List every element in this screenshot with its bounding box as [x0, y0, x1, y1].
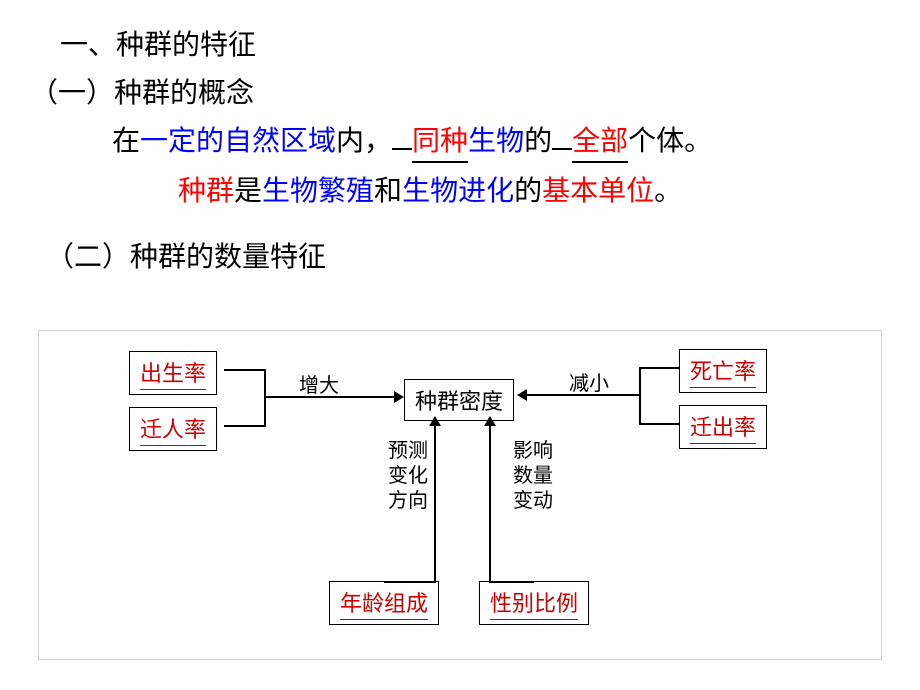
- fill-1: 同种: [412, 122, 468, 163]
- node-birth-rate: 出生率: [129, 351, 217, 395]
- arrow-r: [517, 389, 527, 401]
- line-l-v: [264, 369, 266, 427]
- node-emigration-rate-label: 迁出率: [690, 410, 756, 444]
- l2-p8: 。: [654, 176, 682, 207]
- subheading-1: （一）种群的概念: [30, 74, 254, 113]
- blank-2-left: [552, 148, 572, 150]
- line-rt-h: [639, 367, 679, 369]
- line-r-v: [639, 367, 641, 425]
- def-p4: 生物: [468, 126, 524, 157]
- node-death-rate: 死亡率: [679, 349, 767, 393]
- subheading-2-text: （二）种群的数量特征: [46, 242, 326, 273]
- arrow-l: [394, 391, 404, 403]
- node-sex-ratio: 性别比例: [479, 581, 589, 625]
- node-death-rate-label: 死亡率: [690, 354, 756, 388]
- node-center: 种群密度: [404, 379, 514, 421]
- l2-p3: 生物繁殖: [262, 176, 374, 207]
- line-bl-v: [434, 426, 436, 581]
- l2-p7: 基本单位: [542, 176, 654, 207]
- def-p2: 一定的自然区域: [140, 126, 336, 157]
- edge-affect: 影响数量变动: [509, 439, 557, 514]
- def-p1: 在: [112, 126, 140, 157]
- subheading-2: （二）种群的数量特征: [46, 238, 326, 277]
- node-sex-ratio-label: 性别比例: [490, 586, 578, 620]
- heading-1: 一、种群的特征: [60, 26, 256, 65]
- node-immigration-rate: 迁人率: [129, 407, 217, 451]
- node-center-label: 种群密度: [415, 389, 503, 414]
- node-immigration-rate-label: 迁人率: [140, 412, 206, 446]
- arrow-br: [484, 416, 496, 426]
- l2-p1: 种群: [178, 176, 234, 207]
- line-br-h: [489, 581, 534, 583]
- diagram: 种群密度 出生率 迁人率 死亡率 迁出率 年龄组成 性别比例 增大 减小 预测变…: [38, 330, 882, 660]
- def-p5: 的: [524, 126, 552, 157]
- heading-1-text: 一、种群的特征: [60, 30, 256, 61]
- node-emigration-rate: 迁出率: [679, 405, 767, 449]
- line-lt-h: [224, 369, 264, 371]
- line-lb-h: [224, 425, 264, 427]
- definition-line-2: 种群是生物繁殖和生物进化的基本单位。: [178, 172, 682, 211]
- line-br-v: [489, 426, 491, 581]
- l2-p4: 和: [374, 176, 402, 207]
- node-age-structure-label: 年龄组成: [340, 586, 428, 620]
- l2-p6: 的: [514, 176, 542, 207]
- def-p6: 个体。: [628, 126, 712, 157]
- subheading-1-text: （一）种群的概念: [30, 78, 254, 109]
- l2-p5: 生物进化: [402, 176, 514, 207]
- line-bl-h: [384, 581, 436, 583]
- node-age-structure: 年龄组成: [329, 581, 439, 625]
- fill-2: 全部: [572, 122, 628, 163]
- definition-line: 在一定的自然区域内， 同种生物的全部个体。: [112, 122, 712, 163]
- def-p3: 内，: [336, 126, 392, 157]
- arrow-bl: [429, 416, 441, 426]
- edge-decrease: 减小: [569, 367, 609, 396]
- edge-increase: 增大: [299, 369, 339, 398]
- node-birth-rate-label: 出生率: [140, 356, 206, 390]
- l2-p2: 是: [234, 176, 262, 207]
- edge-predict: 预测变化方向: [384, 439, 432, 514]
- blank-1-left: [392, 148, 412, 150]
- line-rb-h: [639, 423, 679, 425]
